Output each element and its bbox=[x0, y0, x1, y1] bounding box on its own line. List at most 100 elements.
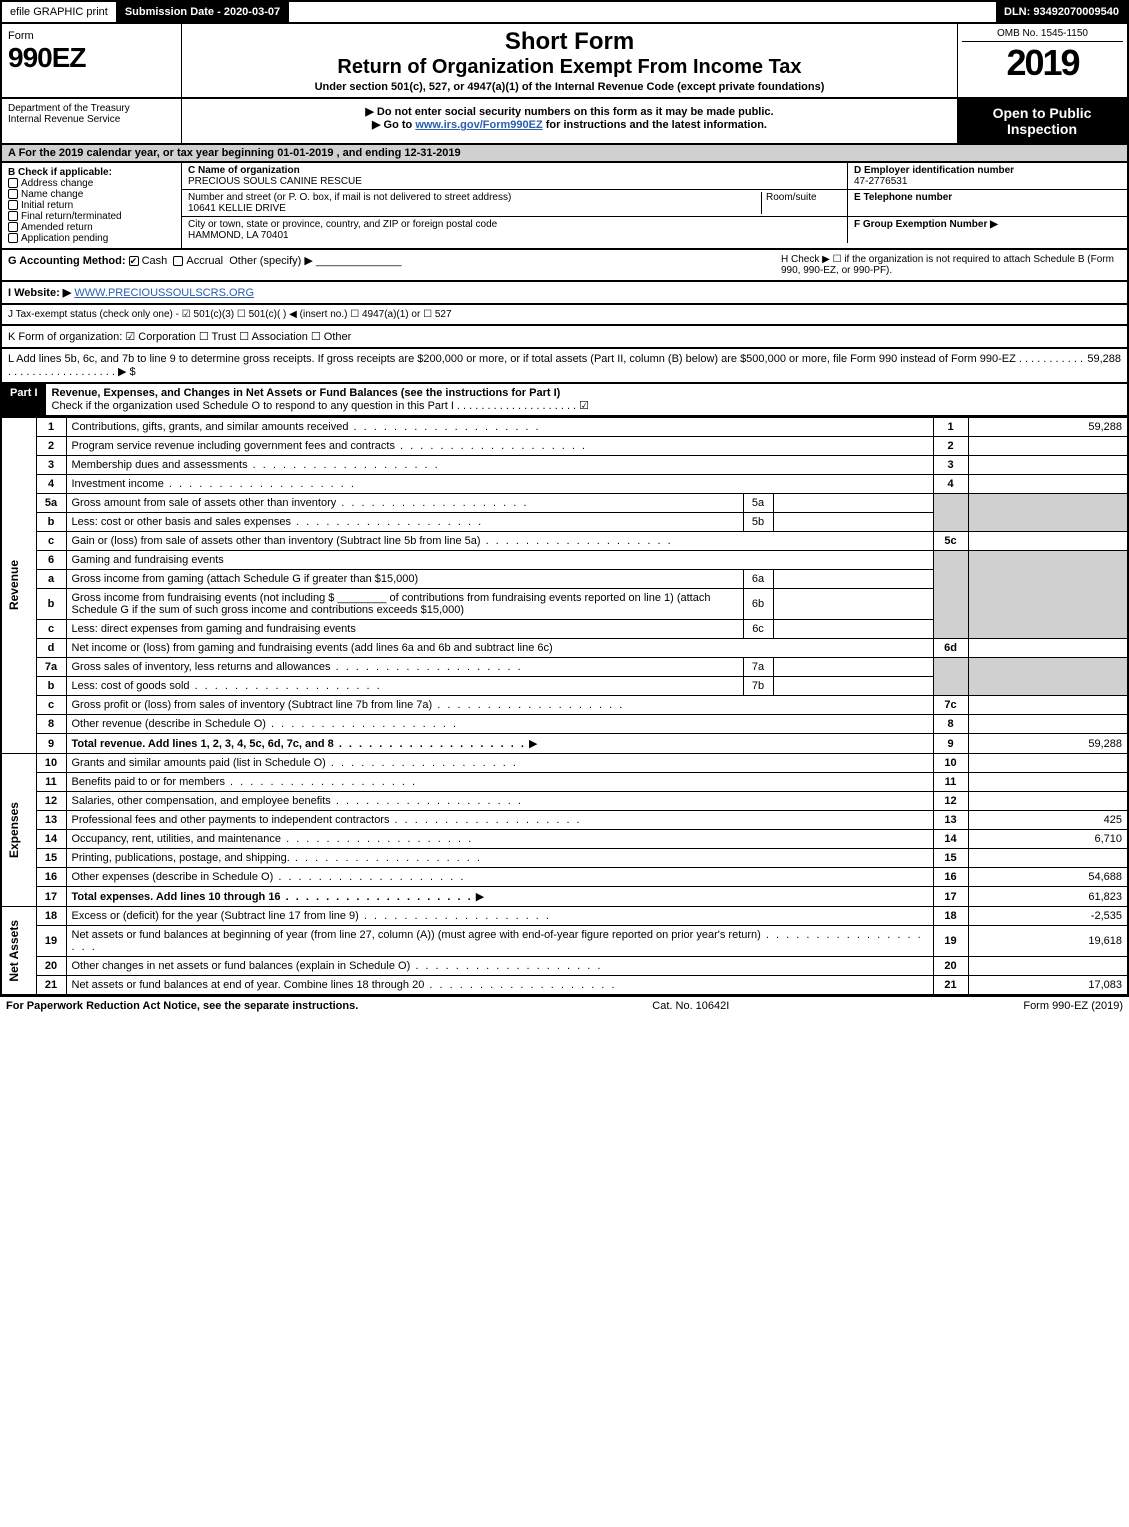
addr-value: 10641 KELLIE DRIVE bbox=[188, 203, 761, 214]
efile-label: efile GRAPHIC print bbox=[2, 2, 117, 22]
section-k: K Form of organization: ☑ Corporation ☐ … bbox=[0, 326, 1129, 349]
part1-title: Revenue, Expenses, and Changes in Net As… bbox=[52, 387, 561, 399]
l5b-text: Less: cost or other basis and sales expe… bbox=[72, 516, 484, 528]
l11-text: Benefits paid to or for members bbox=[72, 776, 418, 788]
l6b-num: b bbox=[36, 589, 66, 620]
irs-link[interactable]: www.irs.gov/Form990EZ bbox=[415, 119, 542, 131]
l3-amt bbox=[968, 456, 1128, 475]
l9-text: Total revenue. Add lines 1, 2, 3, 4, 5c,… bbox=[72, 738, 526, 750]
lines-table: Revenue 1 Contributions, gifts, grants, … bbox=[0, 417, 1129, 996]
l14-num: 14 bbox=[36, 830, 66, 849]
section-b-label: B Check if applicable: bbox=[8, 167, 175, 178]
chk-initial-return[interactable] bbox=[8, 200, 18, 210]
l18-ln: 18 bbox=[933, 907, 968, 926]
l19-ln: 19 bbox=[933, 926, 968, 957]
l21-amt: 17,083 bbox=[968, 976, 1128, 996]
l6c-subamt bbox=[773, 620, 933, 639]
l5b-sub: 5b bbox=[743, 513, 773, 532]
note2-pre: ▶ Go to bbox=[372, 119, 415, 131]
l10-text: Grants and similar amounts paid (list in… bbox=[72, 757, 518, 769]
l15-ln: 15 bbox=[933, 849, 968, 868]
chk-name-change[interactable] bbox=[8, 189, 18, 199]
l7a-text: Gross sales of inventory, less returns a… bbox=[72, 661, 523, 673]
l5a-num: 5a bbox=[36, 494, 66, 513]
return-title: Return of Organization Exempt From Incom… bbox=[186, 56, 953, 79]
l1-num: 1 bbox=[36, 418, 66, 437]
group-exempt-label: F Group Exemption Number ▶ bbox=[854, 219, 1121, 230]
chk-address-change[interactable] bbox=[8, 178, 18, 188]
chk-final-return[interactable] bbox=[8, 211, 18, 221]
dln: DLN: 93492070009540 bbox=[996, 2, 1127, 22]
ein-value: 47-2776531 bbox=[854, 176, 1121, 187]
g-accrual: Accrual bbox=[186, 255, 223, 267]
l20-ln: 20 bbox=[933, 957, 968, 976]
l4-ln: 4 bbox=[933, 475, 968, 494]
l21-num: 21 bbox=[36, 976, 66, 996]
l13-ln: 13 bbox=[933, 811, 968, 830]
l12-amt bbox=[968, 792, 1128, 811]
l2-ln: 2 bbox=[933, 437, 968, 456]
l19-amt: 19,618 bbox=[968, 926, 1128, 957]
city-value: HAMMOND, LA 70401 bbox=[188, 230, 841, 241]
l16-num: 16 bbox=[36, 868, 66, 887]
form-label: Form bbox=[8, 30, 175, 42]
l7a-num: 7a bbox=[36, 658, 66, 677]
opt-initial-return: Initial return bbox=[21, 200, 73, 211]
l6c-num: c bbox=[36, 620, 66, 639]
name-label: C Name of organization bbox=[188, 165, 841, 176]
irs-label: Internal Revenue Service bbox=[8, 114, 175, 125]
l18-text: Excess or (deficit) for the year (Subtra… bbox=[72, 910, 551, 922]
l21-text: Net assets or fund balances at end of ye… bbox=[72, 979, 617, 991]
l17-num: 17 bbox=[36, 887, 66, 907]
inspection-badge: Open to Public Inspection bbox=[957, 99, 1127, 143]
ein-label: D Employer identification number bbox=[854, 165, 1121, 176]
opt-application-pending: Application pending bbox=[21, 233, 108, 244]
l5a-text: Gross amount from sale of assets other t… bbox=[72, 497, 529, 509]
l7a-sub: 7a bbox=[743, 658, 773, 677]
l1-ln: 1 bbox=[933, 418, 968, 437]
l6a-num: a bbox=[36, 570, 66, 589]
part1-header: Part I Revenue, Expenses, and Changes in… bbox=[0, 384, 1129, 417]
form-number: 990EZ bbox=[8, 42, 175, 74]
l6a-text: Gross income from gaming (attach Schedul… bbox=[66, 570, 743, 589]
chk-application-pending[interactable] bbox=[8, 233, 18, 243]
l15-amt bbox=[968, 849, 1128, 868]
l20-num: 20 bbox=[36, 957, 66, 976]
l2-amt bbox=[968, 437, 1128, 456]
l8-ln: 8 bbox=[933, 715, 968, 734]
l9-num: 9 bbox=[36, 734, 66, 754]
l5b-num: b bbox=[36, 513, 66, 532]
l9-amt: 59,288 bbox=[968, 734, 1128, 754]
l20-amt bbox=[968, 957, 1128, 976]
l19-text: Net assets or fund balances at beginning… bbox=[72, 929, 923, 953]
l7c-amt bbox=[968, 696, 1128, 715]
l14-amt: 6,710 bbox=[968, 830, 1128, 849]
side-revenue: Revenue bbox=[7, 560, 21, 610]
l5c-ln: 5c bbox=[933, 532, 968, 551]
l13-amt: 425 bbox=[968, 811, 1128, 830]
l3-text: Membership dues and assessments bbox=[72, 459, 440, 471]
website-link[interactable]: WWW.PRECIOUSSOULSCRS.ORG bbox=[74, 287, 254, 299]
opt-address-change: Address change bbox=[21, 178, 93, 189]
tax-year: 2019 bbox=[962, 42, 1123, 84]
opt-name-change: Name change bbox=[21, 189, 83, 200]
sub-header: Department of the Treasury Internal Reve… bbox=[0, 99, 1129, 145]
top-bar: efile GRAPHIC print Submission Date - 20… bbox=[0, 0, 1129, 24]
part1-check-line: Check if the organization used Schedule … bbox=[52, 400, 590, 412]
l18-amt: -2,535 bbox=[968, 907, 1128, 926]
l-amount: 59,288 bbox=[1087, 353, 1121, 378]
l7c-text: Gross profit or (loss) from sales of inv… bbox=[72, 699, 625, 711]
l6d-ln: 6d bbox=[933, 639, 968, 658]
g-label: G Accounting Method: bbox=[8, 255, 126, 267]
footer-right: Form 990-EZ (2019) bbox=[1023, 1000, 1123, 1012]
org-name: PRECIOUS SOULS CANINE RESCUE bbox=[188, 176, 841, 187]
footer-left: For Paperwork Reduction Act Notice, see … bbox=[6, 1000, 358, 1012]
l6c-text: Less: direct expenses from gaming and fu… bbox=[66, 620, 743, 639]
chk-cash[interactable] bbox=[129, 256, 139, 266]
l12-text: Salaries, other compensation, and employ… bbox=[72, 795, 523, 807]
chk-accrual[interactable] bbox=[173, 256, 183, 266]
l1-text: Contributions, gifts, grants, and simila… bbox=[72, 421, 541, 433]
note-link-row: ▶ Go to www.irs.gov/Form990EZ for instru… bbox=[188, 118, 951, 131]
chk-amended-return[interactable] bbox=[8, 222, 18, 232]
tel-label: E Telephone number bbox=[854, 192, 1121, 203]
